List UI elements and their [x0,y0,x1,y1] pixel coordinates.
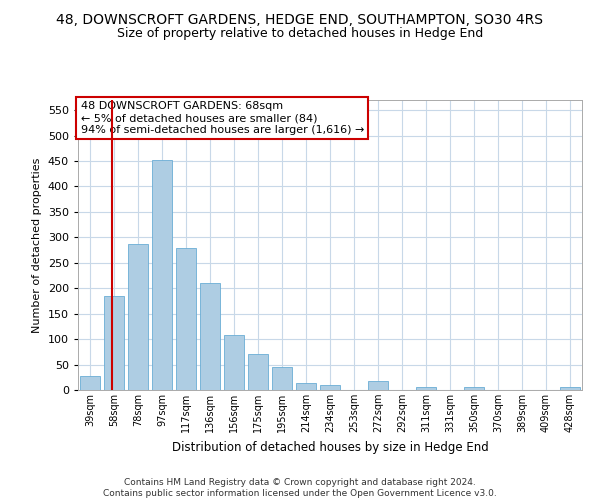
Bar [416,387,436,390]
Text: Size of property relative to detached houses in Hedge End: Size of property relative to detached ho… [117,28,483,40]
Bar [560,388,580,390]
Text: 48, DOWNSCROFT GARDENS, HEDGE END, SOUTHAMPTON, SO30 4RS: 48, DOWNSCROFT GARDENS, HEDGE END, SOUTH… [56,12,544,26]
Text: 48 DOWNSCROFT GARDENS: 68sqm
← 5% of detached houses are smaller (84)
94% of sem: 48 DOWNSCROFT GARDENS: 68sqm ← 5% of det… [80,102,364,134]
Y-axis label: Number of detached properties: Number of detached properties [32,158,42,332]
Bar [272,367,292,390]
Bar [80,376,100,390]
Bar [104,296,124,390]
Bar [248,354,268,390]
Bar [296,384,316,390]
Bar [176,248,196,390]
Bar [152,160,172,390]
Bar [224,334,244,390]
Bar [368,382,388,390]
Bar [320,385,340,390]
Bar [128,244,148,390]
Bar [464,388,484,390]
Text: Contains HM Land Registry data © Crown copyright and database right 2024.
Contai: Contains HM Land Registry data © Crown c… [103,478,497,498]
Bar [200,282,220,390]
X-axis label: Distribution of detached houses by size in Hedge End: Distribution of detached houses by size … [172,440,488,454]
